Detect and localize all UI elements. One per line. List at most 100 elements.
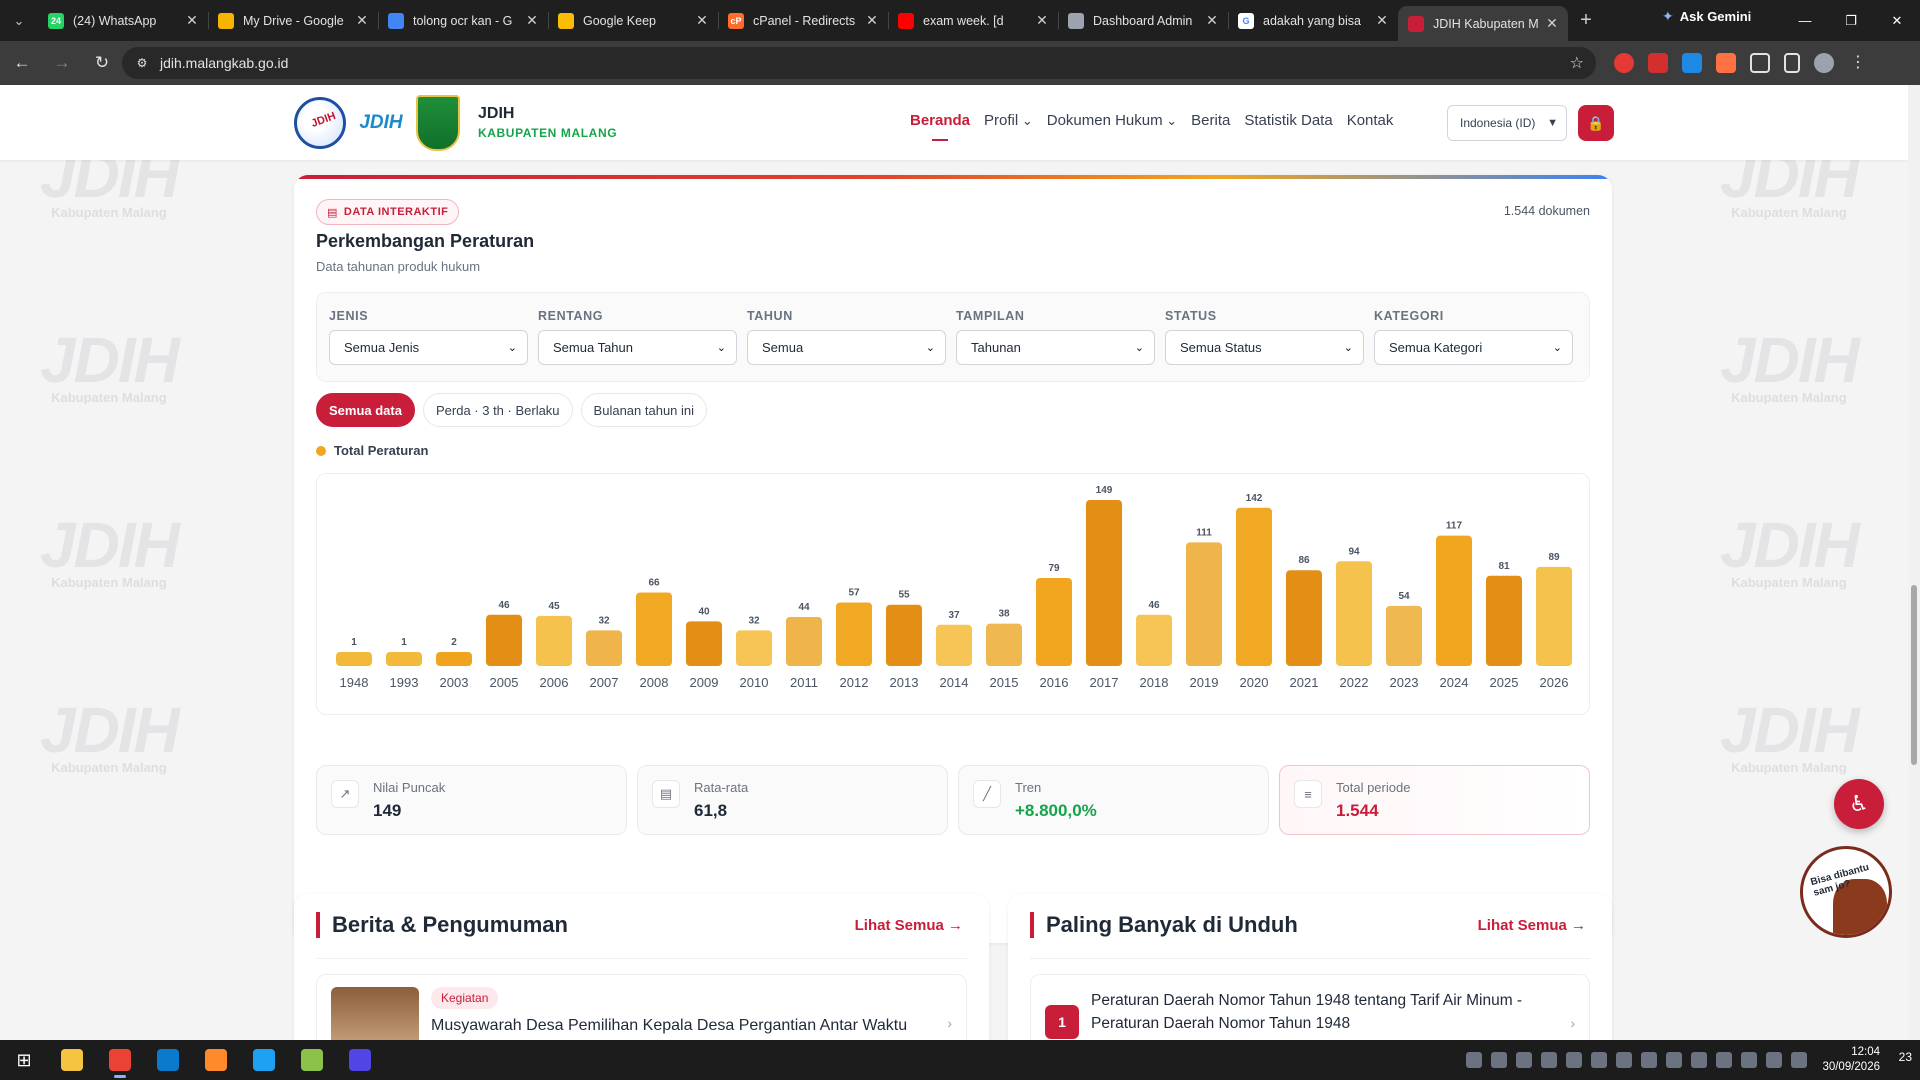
close-tab-icon[interactable]: ✕ (356, 12, 368, 28)
bar-2005[interactable] (486, 614, 522, 666)
bar-2020[interactable] (1236, 507, 1272, 666)
ask-gemini-button[interactable]: ✦ Ask Gemini (1662, 8, 1751, 25)
app-a-taskbar-button[interactable] (336, 1040, 384, 1080)
bar-2010[interactable] (736, 630, 772, 666)
tray-app-icon[interactable] (1566, 1052, 1583, 1068)
minimize-button[interactable]: — (1798, 13, 1812, 28)
network-icon[interactable] (1741, 1052, 1758, 1068)
filter-select-jenis[interactable]: Semua Jenis ⌄ (329, 330, 528, 365)
tray-app-icon[interactable] (1616, 1052, 1633, 1068)
edge-taskbar-button[interactable] (240, 1040, 288, 1080)
bar-2007[interactable] (586, 630, 622, 666)
page-scrollbar[interactable] (1908, 85, 1920, 1040)
tray-app-icon[interactable] (1666, 1052, 1683, 1068)
bar-2014[interactable] (936, 624, 972, 666)
accessibility-button[interactable]: ♿ (1834, 779, 1884, 829)
downloads-see-all-link[interactable]: Lihat Semua → (1477, 917, 1586, 934)
bar-1993[interactable] (386, 652, 422, 666)
language-select[interactable]: Indonesia (ID) ▼ (1447, 105, 1567, 141)
close-tab-icon[interactable]: ✕ (526, 12, 538, 28)
media-control-icon[interactable] (1784, 53, 1800, 73)
close-tab-icon[interactable]: ✕ (1036, 12, 1048, 28)
browser-tab[interactable]: Google Keep ✕ (548, 0, 718, 41)
bar-2011[interactable] (786, 616, 822, 666)
tray-app-icon[interactable] (1466, 1052, 1483, 1068)
extension-sublime-icon[interactable] (1716, 53, 1736, 73)
bar-1948[interactable] (336, 652, 372, 666)
close-tab-icon[interactable]: ✕ (866, 12, 878, 28)
extension-s-icon[interactable] (1682, 53, 1702, 73)
battery-icon[interactable] (1791, 1052, 1808, 1068)
notification-center-button[interactable]: 23 (1899, 1050, 1912, 1064)
bar-2024[interactable] (1436, 535, 1472, 666)
bluetooth-icon[interactable] (1716, 1052, 1733, 1068)
bar-2006[interactable] (536, 615, 572, 666)
browser-tab[interactable]: My Drive - Google ✕ (208, 0, 378, 41)
nav-item-berita[interactable]: Berita (1191, 112, 1230, 129)
tray-app-icon[interactable] (1516, 1052, 1533, 1068)
bar-2023[interactable] (1386, 605, 1422, 666)
browser-tab[interactable]: tolong ocr kan - G ✕ (378, 0, 548, 41)
bar-2012[interactable] (836, 602, 872, 666)
browser-menu-icon[interactable]: ⋮ (1850, 54, 1866, 71)
browser-tab[interactable]: exam week. [d ✕ (888, 0, 1058, 41)
bar-2019[interactable] (1186, 542, 1222, 666)
preset-pill[interactable]: Perda · 3 th · Berlaku (422, 393, 573, 427)
tray-app-icon[interactable] (1491, 1052, 1508, 1068)
file-explorer-taskbar-button[interactable] (48, 1040, 96, 1080)
tray-app-icon[interactable] (1591, 1052, 1608, 1068)
bar-2021[interactable] (1286, 570, 1322, 666)
back-button[interactable]: ← (13, 53, 31, 72)
bar-2015[interactable] (986, 623, 1022, 666)
tray-app-icon[interactable] (1541, 1052, 1558, 1068)
extensions-puzzle-icon[interactable] (1750, 53, 1770, 73)
vscode-taskbar-button[interactable] (144, 1040, 192, 1080)
browser-tab[interactable]: JDIH Kabupaten M ✕ (1398, 6, 1568, 41)
bar-2013[interactable] (886, 604, 922, 666)
filter-select-status[interactable]: Semua Status ⌄ (1165, 330, 1364, 365)
start-button[interactable]: ⊞ (16, 1049, 32, 1070)
reload-button[interactable]: ↻ (94, 53, 110, 72)
close-tab-icon[interactable]: ✕ (1206, 12, 1218, 28)
logo-group[interactable]: JDIH (294, 95, 460, 151)
browser-tab[interactable]: 24 (24) WhatsApp ✕ (38, 0, 208, 41)
nav-item-statistik-data[interactable]: Statistik Data (1244, 112, 1332, 129)
news-see-all-link[interactable]: Lihat Semua → (854, 917, 963, 934)
close-tab-icon[interactable]: ✕ (696, 12, 708, 28)
extension-shield-icon[interactable] (1614, 53, 1634, 73)
chrome-taskbar-button[interactable] (96, 1040, 144, 1080)
bar-2018[interactable] (1136, 614, 1172, 666)
bar-2009[interactable] (686, 621, 722, 666)
tray-app-icon[interactable] (1641, 1052, 1658, 1068)
new-tab-button[interactable]: + (1580, 9, 1592, 31)
tab-search-button[interactable]: ⌄ (13, 12, 25, 28)
browser-tab[interactable]: cP cPanel - Redirects ✕ (718, 0, 888, 41)
filter-select-rentang[interactable]: Semua Tahun ⌄ (538, 330, 737, 365)
filter-select-kategori[interactable]: Semua Kategori ⌄ (1374, 330, 1573, 365)
news-item[interactable]: Kegiatan Musyawarah Desa Pemilihan Kepal… (316, 974, 967, 1040)
forward-button[interactable]: → (53, 53, 71, 72)
nav-item-profil[interactable]: Profil ⌄ (984, 112, 1033, 129)
chat-assistant-mascot[interactable]: Bisa dibantu sam jo? (1800, 846, 1892, 938)
extension-video-icon[interactable] (1648, 53, 1668, 73)
brand-text[interactable]: JDIH KABUPATEN MALANG (478, 105, 617, 140)
bar-2025[interactable] (1486, 575, 1522, 666)
bar-2016[interactable] (1036, 577, 1072, 666)
bar-2026[interactable] (1536, 566, 1572, 666)
scrollbar-thumb[interactable] (1911, 585, 1917, 765)
tray-app-icon[interactable] (1691, 1052, 1708, 1068)
bar-2022[interactable] (1336, 561, 1372, 666)
close-tab-icon[interactable]: ✕ (1376, 12, 1388, 28)
nav-item-beranda[interactable]: Beranda (910, 112, 970, 141)
restore-button[interactable]: ❐ (1845, 12, 1857, 28)
system-clock[interactable]: 12:04 30/09/2026 (1822, 1045, 1880, 1075)
bar-2003[interactable] (436, 652, 472, 666)
preset-pill[interactable]: Semua data (316, 393, 415, 427)
filter-select-tahun[interactable]: Semua ⌄ (747, 330, 946, 365)
filter-select-tampilan[interactable]: Tahunan ⌄ (956, 330, 1155, 365)
bar-2008[interactable] (636, 592, 672, 666)
download-item[interactable]: 1 Peraturan Daerah Nomor Tahun 1948 tent… (1030, 974, 1590, 1040)
bookmark-star-icon[interactable]: ☆ (1569, 55, 1584, 72)
close-window-button[interactable]: ✕ (1891, 12, 1903, 28)
